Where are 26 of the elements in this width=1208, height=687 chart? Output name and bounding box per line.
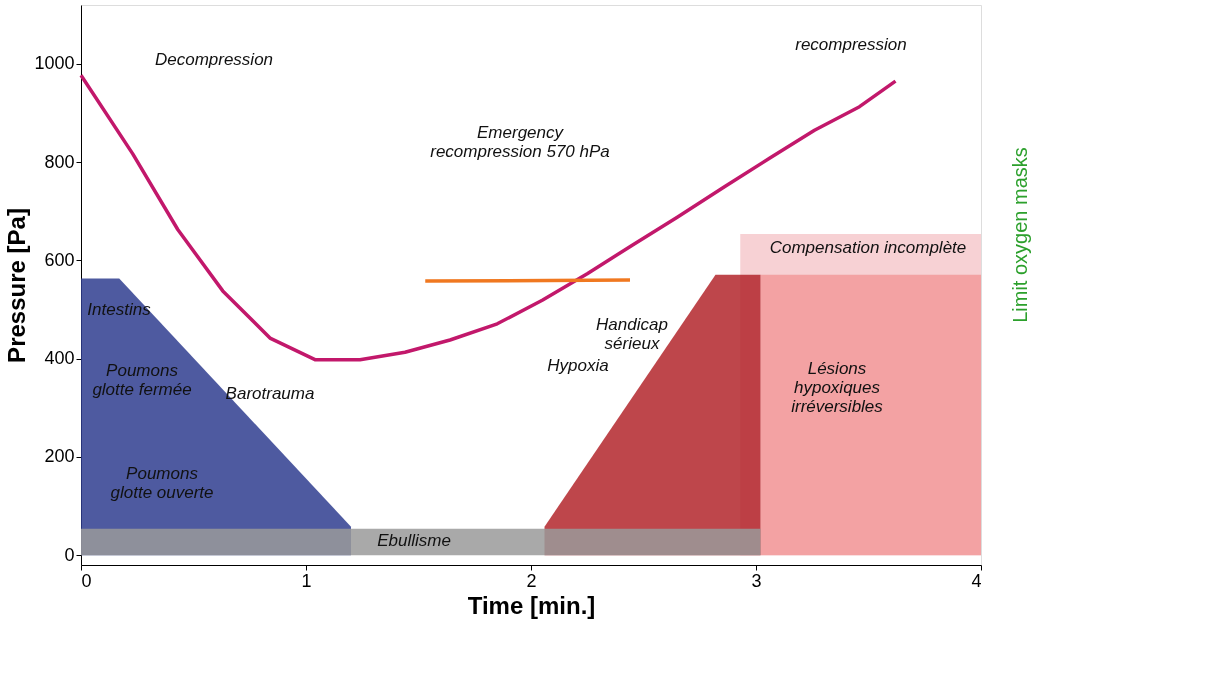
y-tick-label: 1000	[34, 53, 75, 74]
y-tick-label: 600	[44, 249, 75, 270]
x-tick-label: 0	[81, 570, 92, 591]
annotation: Lésions hypoxiques irréversibles	[791, 359, 884, 416]
y-tick-label: 0	[64, 544, 75, 565]
x-axis-title: Time [min.]	[467, 591, 596, 619]
x-tick-label: 4	[971, 570, 982, 591]
annotation: Poumons glotte fermée	[92, 361, 192, 399]
x-tick-label: 2	[526, 570, 537, 591]
annotation: Intestins	[87, 300, 152, 319]
y-tick-label: 200	[44, 446, 75, 467]
annotation: Poumons glotte ouverte	[110, 464, 214, 502]
annotation: Emergency recompression 570 hPa	[430, 123, 610, 161]
annotation: Handicap sérieux	[596, 315, 668, 353]
annotation: recompression	[795, 35, 907, 54]
annotation: Ebullisme	[377, 531, 451, 550]
annotation: Barotrauma	[225, 384, 315, 403]
x-tick-label: 3	[751, 570, 762, 591]
annotation: Decompression	[154, 50, 274, 69]
annotation: Hypoxia	[547, 356, 609, 375]
text: Limit oxygen masks	[1009, 147, 1031, 323]
y-tick-label: 400	[44, 348, 75, 369]
y-tick-label: 800	[44, 151, 75, 172]
x-tick-label: 1	[301, 570, 312, 591]
y-axis-title: Pressure [Pa]	[3, 208, 31, 363]
annotation: Compensation incomplète	[769, 238, 967, 257]
